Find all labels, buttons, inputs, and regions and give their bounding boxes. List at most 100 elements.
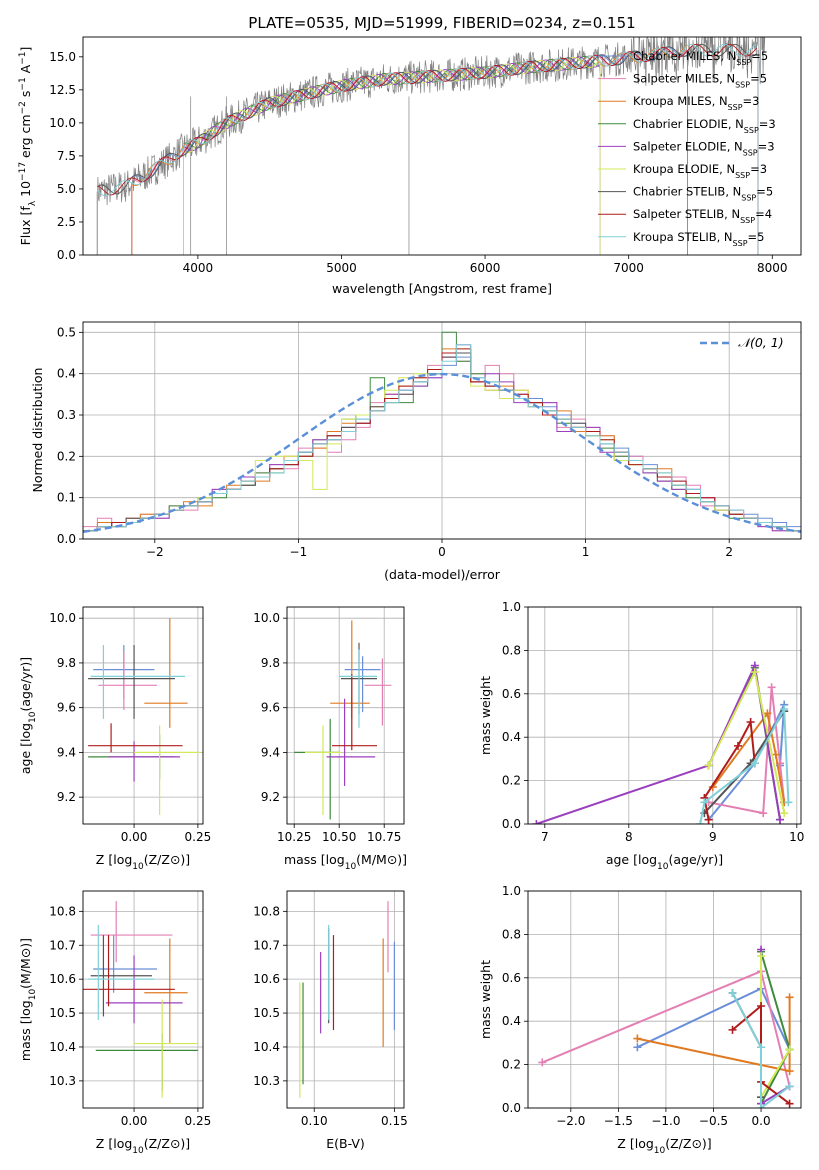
x-axis-label: Z [log10(Z/Z⊙)] <box>617 1136 711 1156</box>
model-line <box>97 43 758 195</box>
y-tick-label: 0.8 <box>502 927 521 941</box>
legend-label: Chabrier STELIB, NSSP=5 <box>633 185 773 203</box>
y-axis-label: mass weight <box>478 676 493 755</box>
x-tick-label: −2.0 <box>556 1114 585 1128</box>
y-tick-label: 10.8 <box>253 904 280 918</box>
plot-area <box>83 901 198 1098</box>
x-tick-label: 0.25 <box>185 830 212 844</box>
y-tick-label: 10.7 <box>253 938 280 952</box>
normal-curve <box>83 372 801 533</box>
y-tick-label: 0.4 <box>57 367 76 381</box>
y-axis-label: Normed distribution <box>30 368 45 493</box>
model-line <box>97 43 758 196</box>
weight-point <box>728 1025 737 1034</box>
y-axis-label: age [log10(age/yr)] <box>18 657 38 774</box>
y-tick-label: 0.6 <box>502 971 521 985</box>
y-tick-label: 10.8 <box>49 904 76 918</box>
x-axis-label: Z [log10(Z/Z⊙)] <box>96 852 190 872</box>
chart-spectrum: 4000 5000 6000 7000 8000 0.0 2.5 5.0 7.5 10.0 12.5… <box>18 36 802 296</box>
weight-point <box>700 798 709 807</box>
y-tick-label: 10.4 <box>253 1040 280 1054</box>
x-axis-label: age [log10(age/yr)] <box>606 852 723 872</box>
axes-frame <box>527 606 802 825</box>
axes-frame <box>286 890 405 1109</box>
x-tick-label: −0.5 <box>699 1114 728 1128</box>
y-tick-label: 9.2 <box>57 790 76 804</box>
y-tick-label: 5.0 <box>57 182 76 196</box>
x-tick-label: 10.25 <box>277 830 311 844</box>
weight-point <box>750 759 759 768</box>
axes-frame <box>527 890 802 1109</box>
weight-point <box>785 1045 794 1054</box>
weight-point <box>728 988 737 997</box>
y-tick-label: 10.6 <box>253 972 280 986</box>
weight-point <box>746 718 755 727</box>
legend-label: 𝒩(0, 1) <box>738 335 784 350</box>
weight-point <box>532 820 541 824</box>
weight-point <box>696 820 705 824</box>
model-line <box>131 46 687 180</box>
weight-point <box>757 952 766 961</box>
x-tick-label: 0.25 <box>185 1114 212 1128</box>
y-tick-label: 1.0 <box>502 884 521 898</box>
x-tick-label: 1 <box>582 545 590 559</box>
axes-frame <box>82 36 802 256</box>
chart-age_vs_mass: 10.25 10.50 10.75 9.2 9.4 9.6 9.8 10.0 mass [log… <box>253 606 407 872</box>
plot-area <box>96 37 766 255</box>
y-tick-label: 0.8 <box>502 643 521 657</box>
x-axis-label: mass [log10(M/M⊙)] <box>284 852 407 872</box>
model-line <box>183 55 600 149</box>
weight-point <box>785 1082 794 1091</box>
y-tick-label: 9.8 <box>57 656 76 670</box>
weight-line <box>731 992 791 1108</box>
x-tick-label: −1.0 <box>651 1114 680 1128</box>
y-tick-label: 0.0 <box>57 248 76 262</box>
x-tick-label: 10 <box>789 830 804 844</box>
weight-point <box>704 761 713 770</box>
x-tick-label: −2 <box>146 545 164 559</box>
weight-point <box>734 741 742 750</box>
x-tick-label: 7 <box>541 830 549 844</box>
x-tick-label: 8000 <box>757 261 788 275</box>
legend-label: Salpeter ELODIE, NSSP=3 <box>633 139 775 157</box>
legend-label: Kroupa STELIB, NSSP=5 <box>633 230 764 248</box>
y-tick-label: 15.0 <box>49 50 76 64</box>
x-tick-label: 0.00 <box>121 1114 148 1128</box>
axes-frame <box>82 606 204 825</box>
x-axis-label: Z [log10(Z/Z⊙)] <box>96 1136 190 1156</box>
y-tick-label: 0.6 <box>502 687 521 701</box>
plot-area <box>299 901 395 1098</box>
chart-weight_vs_age: 7 8 9 10 0.0 0.2 0.4 0.6 0.8 1.0 age [log10(age/yr… <box>478 600 804 872</box>
plot-area <box>532 661 793 824</box>
y-tick-label: 9.2 <box>261 790 280 804</box>
y-tick-label: 0.3 <box>57 408 76 422</box>
y-tick-label: 10.5 <box>49 1006 76 1020</box>
x-tick-label: −1.5 <box>604 1114 633 1128</box>
legend-label: Salpeter MILES, NSSP=5 <box>633 72 767 90</box>
plot-area <box>83 331 801 539</box>
y-tick-label: 12.5 <box>49 83 76 97</box>
axes-frame <box>82 890 204 1109</box>
weight-point <box>633 1034 642 1043</box>
weight-point <box>757 1002 766 1011</box>
y-tick-label: 9.4 <box>261 745 280 759</box>
y-tick-label: 0.5 <box>57 325 76 339</box>
axes-frame <box>286 606 405 825</box>
y-tick-label: 0.4 <box>502 1014 521 1028</box>
x-tick-label: 7000 <box>613 261 644 275</box>
weight-point <box>538 1058 547 1067</box>
y-tick-label: 9.4 <box>57 745 76 759</box>
weight-point <box>780 809 789 818</box>
y-tick-label: 10.0 <box>49 611 76 625</box>
y-tick-label: 10.4 <box>49 1040 76 1054</box>
y-tick-label: 10.3 <box>49 1074 76 1088</box>
plot-area <box>294 620 392 820</box>
y-tick-label: 0.2 <box>57 449 76 463</box>
weight-point <box>757 1043 766 1052</box>
x-tick-label: 2 <box>725 545 733 559</box>
weight-point <box>767 683 776 692</box>
legend-label: Kroupa ELODIE, NSSP=3 <box>633 162 767 180</box>
y-tick-label: 0.2 <box>502 774 521 788</box>
y-tick-label: 2.5 <box>57 215 76 229</box>
